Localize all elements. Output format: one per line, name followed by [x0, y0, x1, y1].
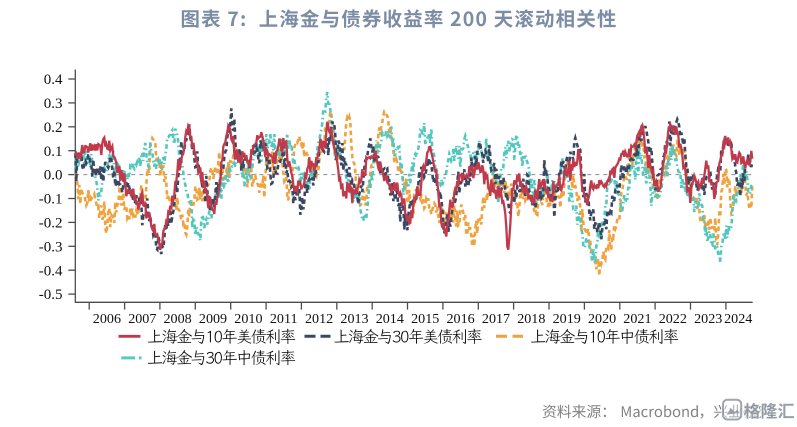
- svg-text:2012: 2012: [305, 311, 333, 327]
- svg-text:0.3: 0.3: [44, 96, 63, 112]
- svg-text:2017: 2017: [482, 311, 510, 327]
- svg-text:0.0: 0.0: [44, 168, 63, 184]
- svg-text:2008: 2008: [164, 311, 192, 327]
- svg-text:2021: 2021: [623, 311, 651, 327]
- svg-text:-0.3: -0.3: [39, 239, 63, 255]
- svg-text:2009: 2009: [199, 311, 227, 327]
- svg-text:2016: 2016: [447, 311, 475, 327]
- svg-text:-0.5: -0.5: [39, 287, 63, 303]
- svg-text:0.4: 0.4: [44, 72, 63, 88]
- svg-text:2006: 2006: [93, 311, 121, 327]
- svg-text:-0.2: -0.2: [39, 216, 63, 232]
- svg-text:-0.1: -0.1: [39, 192, 63, 208]
- svg-text:2020: 2020: [588, 311, 616, 327]
- svg-text:2024: 2024: [724, 311, 752, 327]
- svg-text:-0.4: -0.4: [39, 263, 63, 279]
- svg-text:2019: 2019: [553, 311, 581, 327]
- svg-text:2023: 2023: [694, 311, 722, 327]
- svg-text:2022: 2022: [659, 311, 687, 327]
- svg-text:2007: 2007: [128, 311, 156, 327]
- svg-text:2018: 2018: [517, 311, 545, 327]
- svg-text:2011: 2011: [270, 311, 298, 327]
- svg-text:0.2: 0.2: [44, 120, 63, 136]
- svg-text:2015: 2015: [411, 311, 439, 327]
- svg-text:2013: 2013: [340, 311, 368, 327]
- svg-text:2014: 2014: [376, 311, 404, 327]
- svg-text:2010: 2010: [234, 311, 262, 327]
- svg-text:0.1: 0.1: [44, 144, 63, 160]
